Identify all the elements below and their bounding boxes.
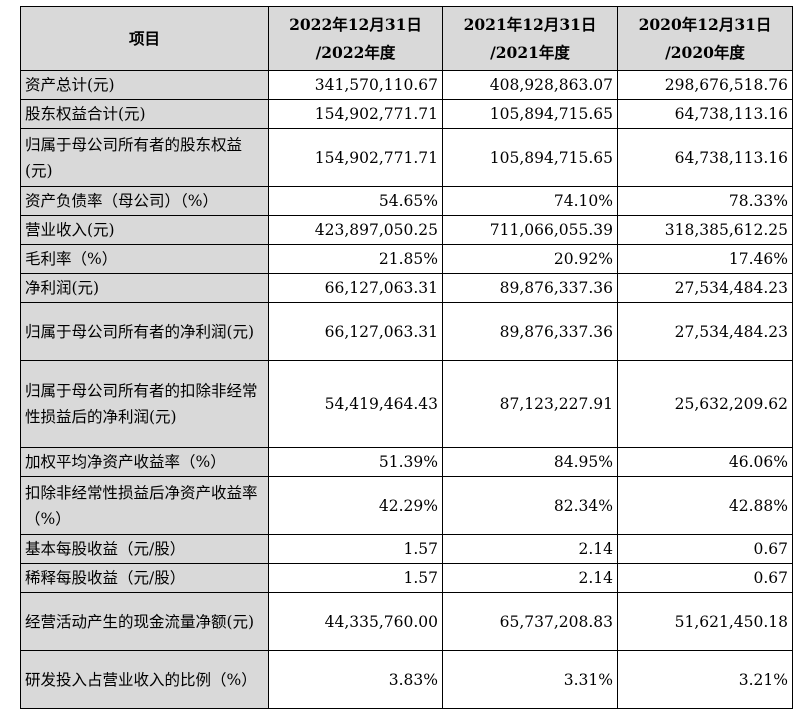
cell-2022: 1.57 bbox=[268, 563, 443, 593]
table-row: 毛利率（%） 21.85% 20.92% 17.46% bbox=[20, 244, 793, 274]
row-label: 归属于母公司所有者的股东权益(元) bbox=[20, 128, 269, 187]
cell-2022: 154,902,771.71 bbox=[268, 128, 443, 187]
cell-2022: 42.29% bbox=[268, 476, 443, 535]
table-row: 资产总计(元) 341,570,110.67 408,928,863.07 29… bbox=[20, 70, 793, 100]
cell-2022: 44,335,760.00 bbox=[268, 592, 443, 651]
cell-2021: 20.92% bbox=[442, 244, 618, 274]
cell-2020: 17.46% bbox=[617, 244, 793, 274]
header-2021: 2021年12月31日 /2021年度 bbox=[442, 6, 618, 71]
table-row: 归属于母公司所有者的净利润(元) 66,127,063.31 89,876,33… bbox=[20, 302, 793, 361]
cell-2021: 408,928,863.07 bbox=[442, 70, 618, 100]
cell-2022: 1.57 bbox=[268, 534, 443, 564]
header-2020: 2020年12月31日 /2020年度 bbox=[617, 6, 793, 71]
cell-2021: 65,737,208.83 bbox=[442, 592, 618, 651]
cell-2020: 0.67 bbox=[617, 534, 793, 564]
cell-2020: 27,534,484.23 bbox=[617, 302, 793, 361]
cell-2020: 318,385,612.25 bbox=[617, 215, 793, 245]
table-row: 扣除非经常性损益后净资产收益率（%） 42.29% 82.34% 42.88% bbox=[20, 476, 793, 535]
cell-2020: 298,676,518.76 bbox=[617, 70, 793, 100]
row-label: 稀释每股收益（元/股） bbox=[20, 563, 269, 593]
table-row: 基本每股收益（元/股） 1.57 2.14 0.67 bbox=[20, 534, 793, 564]
cell-2020: 51,621,450.18 bbox=[617, 592, 793, 651]
cell-2020: 3.21% bbox=[617, 650, 793, 709]
cell-2020: 25,632,209.62 bbox=[617, 360, 793, 448]
table-row: 归属于母公司所有者的股东权益(元) 154,902,771.71 105,894… bbox=[20, 128, 793, 187]
cell-2022: 3.83% bbox=[268, 650, 443, 709]
table-row: 经营活动产生的现金流量净额(元) 44,335,760.00 65,737,20… bbox=[20, 592, 793, 651]
cell-2020: 64,738,113.16 bbox=[617, 128, 793, 187]
cell-2021: 3.31% bbox=[442, 650, 618, 709]
row-label: 毛利率（%） bbox=[20, 244, 269, 274]
cell-2020: 64,738,113.16 bbox=[617, 99, 793, 129]
cell-2022: 54.65% bbox=[268, 186, 443, 216]
cell-2021: 82.34% bbox=[442, 476, 618, 535]
cell-2021: 89,876,337.36 bbox=[442, 302, 618, 361]
cell-2021: 87,123,227.91 bbox=[442, 360, 618, 448]
cell-2021: 105,894,715.65 bbox=[442, 128, 618, 187]
table-header-row: 项目 2022年12月31日 /2022年度 2021年12月31日 /2021… bbox=[20, 6, 793, 71]
cell-2021: 89,876,337.36 bbox=[442, 273, 618, 303]
cell-2022: 66,127,063.31 bbox=[268, 273, 443, 303]
cell-2020: 46.06% bbox=[617, 447, 793, 477]
table-row: 研发投入占营业收入的比例（%） 3.83% 3.31% 3.21% bbox=[20, 650, 793, 709]
cell-2021: 74.10% bbox=[442, 186, 618, 216]
cell-2021: 711,066,055.39 bbox=[442, 215, 618, 245]
row-label: 扣除非经常性损益后净资产收益率（%） bbox=[20, 476, 269, 535]
row-label: 研发投入占营业收入的比例（%） bbox=[20, 650, 269, 709]
table-row: 稀释每股收益（元/股） 1.57 2.14 0.67 bbox=[20, 563, 793, 593]
row-label: 归属于母公司所有者的净利润(元) bbox=[20, 302, 269, 361]
cell-2021: 84.95% bbox=[442, 447, 618, 477]
table-row: 加权平均净资产收益率（%） 51.39% 84.95% 46.06% bbox=[20, 447, 793, 477]
row-label: 基本每股收益（元/股） bbox=[20, 534, 269, 564]
cell-2020: 78.33% bbox=[617, 186, 793, 216]
header-2022: 2022年12月31日 /2022年度 bbox=[268, 6, 443, 71]
cell-2022: 341,570,110.67 bbox=[268, 70, 443, 100]
row-label: 加权平均净资产收益率（%） bbox=[20, 447, 269, 477]
cell-2022: 21.85% bbox=[268, 244, 443, 274]
row-label: 净利润(元) bbox=[20, 273, 269, 303]
cell-2020: 42.88% bbox=[617, 476, 793, 535]
table-row: 股东权益合计(元) 154,902,771.71 105,894,715.65 … bbox=[20, 99, 793, 129]
table-row: 归属于母公司所有者的扣除非经常性损益后的净利润(元) 54,419,464.43… bbox=[20, 360, 793, 448]
row-label: 资产总计(元) bbox=[20, 70, 269, 100]
cell-2020: 27,534,484.23 bbox=[617, 273, 793, 303]
table-row: 净利润(元) 66,127,063.31 89,876,337.36 27,53… bbox=[20, 273, 793, 303]
row-label: 经营活动产生的现金流量净额(元) bbox=[20, 592, 269, 651]
cell-2021: 2.14 bbox=[442, 563, 618, 593]
cell-2021: 2.14 bbox=[442, 534, 618, 564]
cell-2022: 423,897,050.25 bbox=[268, 215, 443, 245]
table-row: 资产负债率（母公司）（%） 54.65% 74.10% 78.33% bbox=[20, 186, 793, 216]
cell-2020: 0.67 bbox=[617, 563, 793, 593]
table-row: 营业收入(元) 423,897,050.25 711,066,055.39 31… bbox=[20, 215, 793, 245]
financial-table-container: 项目 2022年12月31日 /2022年度 2021年12月31日 /2021… bbox=[20, 6, 793, 709]
financial-summary-table: 项目 2022年12月31日 /2022年度 2021年12月31日 /2021… bbox=[20, 6, 793, 709]
cell-2022: 51.39% bbox=[268, 447, 443, 477]
row-label: 股东权益合计(元) bbox=[20, 99, 269, 129]
row-label: 归属于母公司所有者的扣除非经常性损益后的净利润(元) bbox=[20, 360, 269, 448]
cell-2022: 154,902,771.71 bbox=[268, 99, 443, 129]
row-label: 资产负债率（母公司）（%） bbox=[20, 186, 269, 216]
cell-2022: 66,127,063.31 bbox=[268, 302, 443, 361]
row-label: 营业收入(元) bbox=[20, 215, 269, 245]
cell-2021: 105,894,715.65 bbox=[442, 99, 618, 129]
header-item: 项目 bbox=[20, 6, 269, 71]
cell-2022: 54,419,464.43 bbox=[268, 360, 443, 448]
